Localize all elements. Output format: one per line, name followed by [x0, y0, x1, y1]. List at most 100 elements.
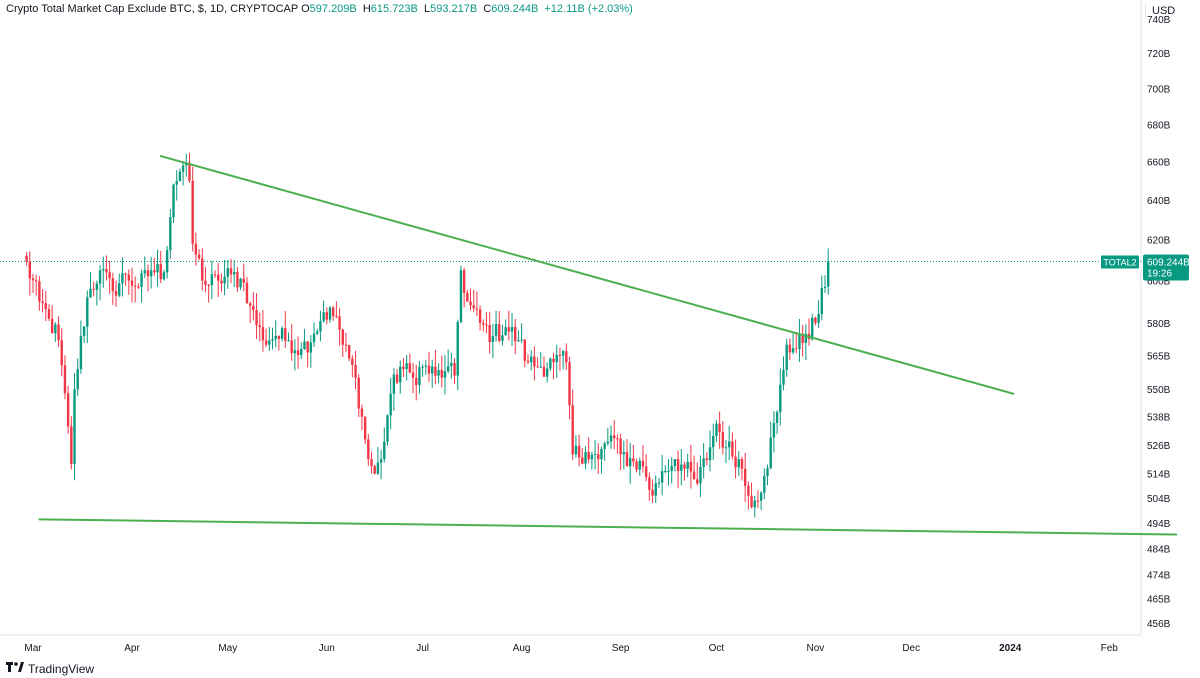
candle — [565, 343, 568, 370]
y-tick-label: 565B — [1147, 352, 1171, 363]
candle — [264, 328, 268, 348]
trendline[interactable] — [38, 518, 1178, 536]
candles-layer — [25, 152, 830, 518]
candle — [734, 439, 737, 479]
candle — [491, 323, 495, 359]
candle — [462, 267, 466, 308]
y-tick-label: 526B — [1147, 441, 1171, 452]
y-tick-label: 680B — [1147, 120, 1171, 131]
candle — [363, 416, 367, 445]
candle — [44, 291, 47, 322]
candle — [229, 259, 233, 284]
currency-selector[interactable]: USD — [1145, 3, 1197, 19]
trendlines-layer[interactable] — [38, 155, 1178, 536]
candle — [568, 356, 571, 420]
y-tick-label: 600B — [1147, 277, 1171, 288]
candle — [121, 257, 124, 297]
tradingview-wordmark: TradingView — [28, 661, 95, 676]
candle — [41, 288, 44, 313]
candle — [427, 351, 431, 382]
candle — [293, 339, 297, 371]
candle — [772, 411, 776, 453]
candle — [574, 435, 578, 458]
candle — [408, 353, 412, 374]
tradingview-branding[interactable]: TradingView — [6, 661, 94, 676]
candle — [271, 327, 274, 350]
candle — [201, 248, 204, 291]
candle — [689, 444, 693, 489]
candle — [357, 374, 360, 417]
candle — [747, 481, 750, 510]
open-value: 597.209B — [309, 3, 357, 15]
candle — [450, 352, 453, 379]
candle — [25, 252, 28, 266]
trendline[interactable] — [159, 155, 1015, 395]
candle — [724, 439, 728, 464]
candle — [756, 490, 760, 509]
x-tick-label: Jul — [416, 643, 429, 654]
y-tick-label: 456B — [1147, 619, 1171, 630]
candle — [555, 344, 558, 378]
candle — [466, 289, 469, 302]
candle — [236, 266, 239, 292]
candle — [478, 305, 482, 331]
y-tick-label: 538B — [1147, 413, 1171, 424]
price-axis[interactable]: 456B 465B 474B 484B 494B 504B 514B 526B 538B 550B… — [1147, 15, 1171, 630]
candle — [801, 324, 804, 357]
candle — [539, 352, 542, 368]
time-axis[interactable]: Mar Apr May Jun Jul Aug Sep Oct Nov Dec 2024 Feb — [24, 643, 1118, 654]
candle — [341, 328, 344, 357]
candle — [111, 272, 115, 305]
candle — [453, 357, 456, 384]
candle — [146, 264, 150, 292]
candle — [654, 475, 657, 503]
candle — [424, 360, 428, 375]
candle — [766, 464, 769, 486]
candle — [769, 421, 772, 470]
candle — [255, 293, 258, 340]
candle — [494, 310, 498, 342]
candle — [169, 208, 172, 259]
candle — [823, 275, 827, 293]
candle — [430, 359, 434, 388]
candle — [632, 444, 635, 467]
candle — [584, 446, 587, 470]
candle — [172, 183, 175, 223]
candle — [488, 312, 491, 354]
x-tick-label: Feb — [1101, 643, 1119, 654]
high-value: 615.723B — [370, 3, 418, 15]
candle — [156, 249, 159, 287]
candle — [469, 288, 472, 311]
candle — [561, 349, 565, 370]
candle — [475, 291, 479, 317]
candle — [692, 455, 696, 480]
candle — [50, 305, 54, 334]
candle — [303, 328, 306, 351]
candle — [370, 451, 373, 474]
candle — [261, 310, 265, 352]
candle — [456, 319, 459, 391]
candle — [309, 335, 313, 368]
candle — [814, 316, 817, 326]
candle — [143, 256, 146, 279]
candle — [523, 339, 527, 368]
candle — [140, 269, 143, 303]
symbol-badge-label: TOTAL2 — [1103, 258, 1136, 268]
candle — [504, 319, 507, 336]
high-label: H — [362, 3, 371, 15]
candle — [284, 310, 287, 348]
candle — [226, 259, 230, 289]
candle — [277, 335, 281, 351]
candle — [817, 300, 820, 329]
candle — [79, 320, 83, 374]
y-tick-label: 660B — [1147, 158, 1171, 169]
candle — [223, 259, 226, 296]
candle — [581, 447, 584, 465]
candle — [296, 336, 300, 369]
candle — [252, 291, 255, 321]
candle — [526, 354, 530, 365]
candle — [258, 312, 261, 342]
